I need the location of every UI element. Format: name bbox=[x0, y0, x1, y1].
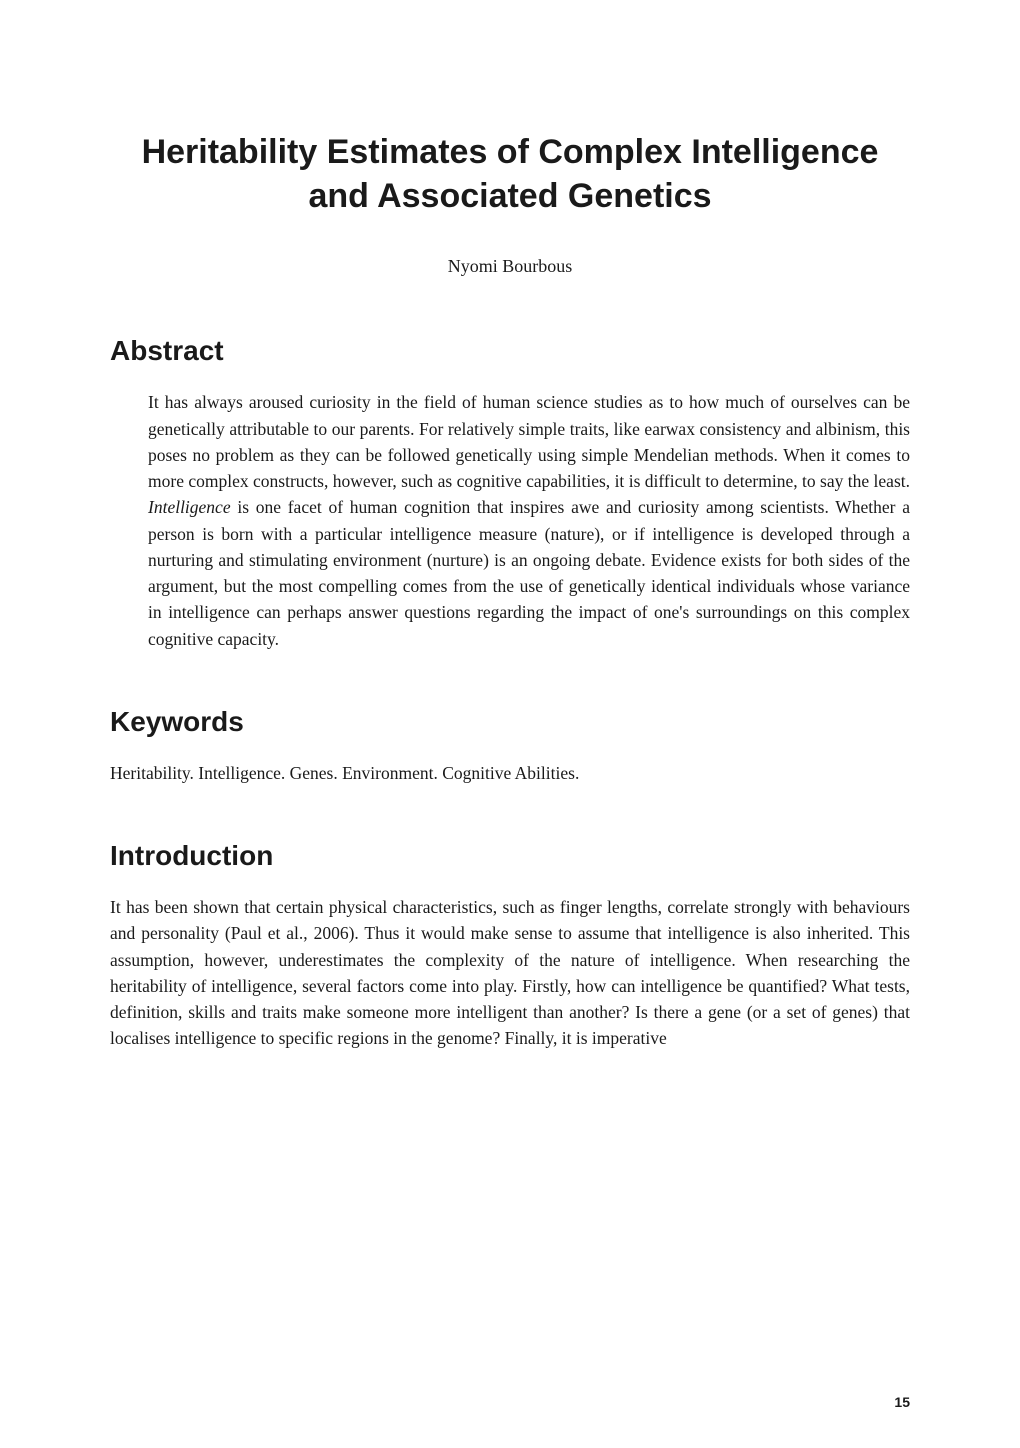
abstract-italic-word: Intelligence bbox=[148, 497, 231, 517]
abstract-heading: Abstract bbox=[110, 335, 910, 367]
abstract-text-after: is one facet of human cognition that ins… bbox=[148, 497, 910, 648]
introduction-heading: Introduction bbox=[110, 840, 910, 872]
abstract-text-before: It has always aroused curiosity in the f… bbox=[148, 392, 910, 491]
introduction-body: It has been shown that certain physical … bbox=[110, 894, 910, 1052]
author-name: Nyomi Bourbous bbox=[110, 256, 910, 277]
paper-title: Heritability Estimates of Complex Intell… bbox=[110, 130, 910, 218]
page-number: 15 bbox=[894, 1394, 910, 1410]
keywords-heading: Keywords bbox=[110, 706, 910, 738]
keywords-body: Heritability. Intelligence. Genes. Envir… bbox=[110, 760, 910, 786]
abstract-body: It has always aroused curiosity in the f… bbox=[148, 389, 910, 652]
